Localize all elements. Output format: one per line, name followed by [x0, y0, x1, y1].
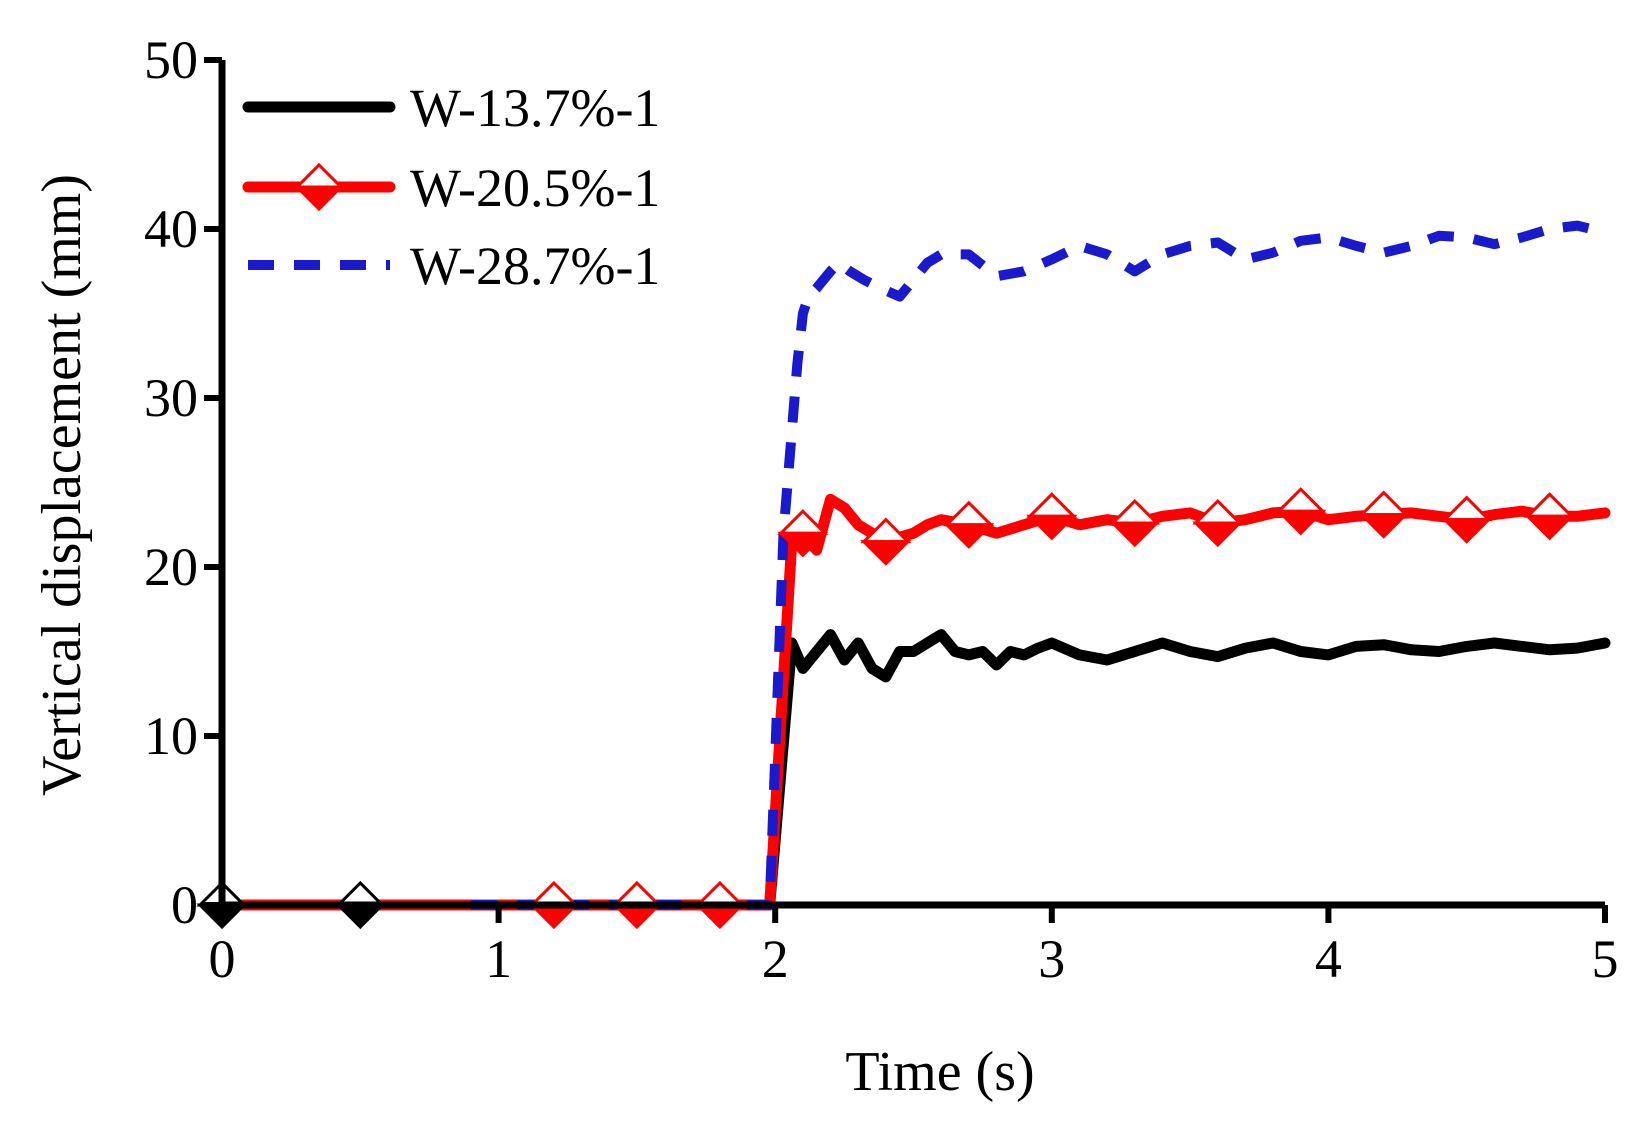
diamond-top-half: [1358, 490, 1410, 517]
data-point-diamond: [1524, 492, 1576, 541]
diamond-top-half: [1275, 487, 1327, 513]
x-tick-label: 3: [1038, 929, 1065, 989]
diamond-bottom-half: [293, 185, 345, 212]
series-line-3: [470, 220, 1607, 910]
diamond-top-half: [1109, 498, 1161, 525]
axes: [218, 60, 1605, 909]
y-tick-label: 30: [144, 368, 198, 428]
data-point-diamond: [1358, 490, 1410, 539]
diamond-bottom-half: [860, 540, 912, 566]
series-line-1: [222, 629, 1611, 911]
legend-item-1: W-13.7%-1: [242, 78, 660, 138]
data-point-diamond: [860, 517, 912, 566]
diamond-top-half: [943, 500, 995, 527]
legend-label: W-28.7%-1: [410, 236, 660, 296]
diamond-bottom-half: [777, 531, 829, 558]
legend-label: W-13.7%-1: [410, 78, 660, 138]
x-tick-label: 2: [762, 929, 789, 989]
diamond-bottom-half: [1358, 513, 1410, 539]
diamond-top-half: [777, 509, 829, 535]
y-tick-label: 0: [171, 875, 198, 935]
data-point-diamond: [1192, 498, 1244, 548]
data-point-diamond: [1026, 492, 1078, 541]
diamond-bottom-half: [1441, 518, 1493, 544]
x-tick-label: 1: [485, 929, 512, 989]
diamond-bottom-half: [1026, 514, 1078, 541]
y-tick-label: 10: [144, 706, 198, 766]
diamond-bottom-half: [1109, 521, 1161, 548]
diamond-bottom-half: [1192, 521, 1244, 548]
x-tick-label: 4: [1315, 929, 1342, 989]
diamond-top-half: [293, 162, 345, 189]
x-tick-label: 5: [1592, 929, 1619, 989]
x-axis-title: Time (s): [845, 1041, 1034, 1103]
y-axis-title: Vertical displacement (mm): [31, 174, 93, 796]
legend-label: W-20.5%-1: [410, 158, 660, 218]
data-point-diamond: [777, 509, 829, 558]
diamond-bottom-half: [1275, 509, 1327, 536]
x-tick-label: 0: [209, 929, 236, 989]
diamond-bottom-half: [1524, 514, 1576, 541]
data-point-diamond: [1275, 487, 1327, 536]
legend-item-3: W-28.7%-1: [248, 236, 660, 296]
legend-item-2: W-20.5%-1: [242, 158, 660, 218]
diamond-top-half: [1524, 492, 1576, 518]
data-point-diamond: [943, 500, 995, 549]
plot-area: [196, 220, 1611, 930]
y-tick-label: 50: [144, 30, 198, 90]
diamond-top-half: [1026, 492, 1078, 518]
data-point-diamond: [1441, 495, 1493, 544]
diamond-top-half: [1441, 495, 1493, 522]
data-point-diamond: [293, 162, 345, 212]
diamond-bottom-half: [943, 523, 995, 549]
legend: W-13.7%-1 W-20.5%-1 W-28.7%-1: [242, 78, 660, 296]
data-point-diamond: [1109, 498, 1161, 548]
series-line-2: [222, 493, 1611, 911]
y-tick-label: 20: [144, 537, 198, 597]
y-tick-label: 40: [144, 199, 198, 259]
series-2-markers: [528, 487, 1576, 930]
